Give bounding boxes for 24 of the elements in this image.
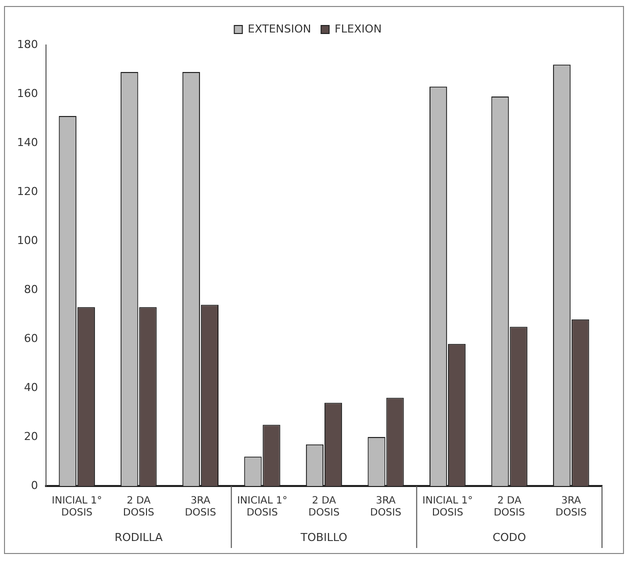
x-tick-label: 3RA DOSIS — [556, 496, 587, 519]
y-tick-label: 20 — [24, 430, 38, 443]
y-tick-label: 0 — [30, 478, 38, 492]
x-tick-label: INICIAL 1° DOSIS — [237, 496, 288, 519]
text: CODO — [492, 530, 526, 544]
x-tick-label: 3RA DOSIS — [370, 496, 402, 519]
x-tick-label: 3RA DOSIS — [184, 496, 216, 519]
y-tick-label: 80 — [24, 282, 38, 296]
text: TOBILLO — [300, 530, 348, 544]
x-tick-label: 2 DA DOSIS — [494, 496, 525, 519]
y-tick-label: 120 — [16, 184, 38, 198]
x-tick-label: INICIAL 1° DOSIS — [52, 496, 102, 519]
x-tick-label: 2 DA DOSIS — [308, 496, 340, 519]
y-tick-label: 160 — [16, 86, 38, 100]
legend-label: EXTENSION — [248, 22, 312, 36]
y-tick-label: 100 — [16, 234, 38, 247]
x-tick-label: INICIAL 1° DOSIS — [422, 496, 473, 519]
legend-label: FLEXION — [334, 22, 382, 36]
x-tick-label: 2 DA DOSIS — [123, 496, 154, 519]
text: RODILLA — [114, 530, 164, 544]
y-tick-label: 40 — [24, 380, 38, 394]
y-tick-label: 140 — [16, 136, 38, 149]
y-tick-label: 60 — [24, 332, 38, 345]
y-tick-label: 180 — [16, 38, 38, 51]
